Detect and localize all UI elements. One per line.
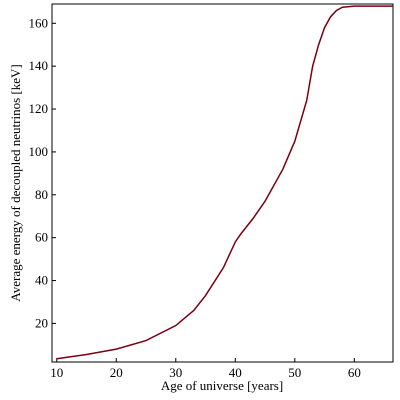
y-tick-label: 100	[29, 144, 49, 159]
y-tick-label: 80	[35, 187, 48, 202]
y-tick-label: 20	[35, 315, 48, 330]
y-tick-label: 120	[29, 101, 49, 116]
y-tick-label: 40	[35, 273, 48, 288]
x-tick-label: 40	[229, 365, 242, 380]
data-line	[56, 5, 393, 360]
y-tick-label: 60	[35, 230, 48, 245]
y-tick-label: 160	[29, 15, 49, 30]
x-tick-label: 20	[110, 365, 123, 380]
plot-frame	[51, 3, 394, 363]
x-tick-label: 10	[50, 365, 63, 380]
x-tick-label: 50	[288, 365, 301, 380]
y-axis-label: Average energy of decoupled neutrinos [k…	[8, 64, 23, 301]
x-tick-label: 30	[169, 365, 182, 380]
x-tick-label: 60	[348, 365, 361, 380]
y-tick-label: 140	[29, 58, 49, 73]
x-axis-label: Age of universe [years]	[161, 378, 283, 393]
